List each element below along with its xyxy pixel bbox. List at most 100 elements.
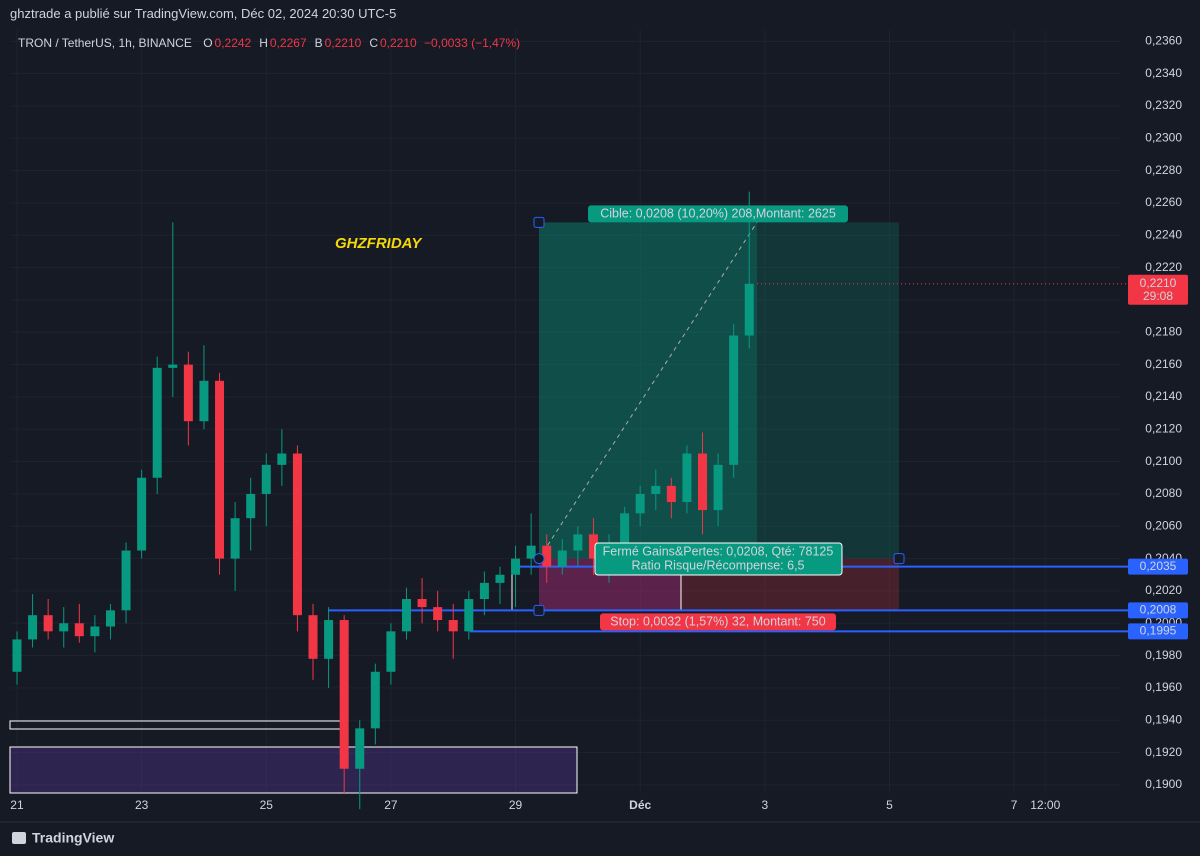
candle-body — [744, 283, 754, 336]
candle-body — [215, 380, 225, 559]
x-tick-label: 12:00 — [1030, 798, 1060, 812]
candle-body — [261, 464, 271, 494]
y-tick-label: 0,2280 — [1145, 163, 1182, 177]
ohlc-value: 0,2267 — [269, 36, 307, 50]
candle-body — [588, 534, 598, 559]
candle-body — [386, 631, 396, 672]
candle-body — [370, 671, 380, 729]
symbol: TRON / TetherUS, 1h, BINANCE — [18, 36, 192, 50]
countdown: 29:08 — [1143, 289, 1173, 303]
candle-body — [698, 453, 708, 511]
candle-body — [105, 610, 115, 627]
candle-body — [401, 599, 411, 632]
candle-body — [620, 513, 630, 543]
annotation: GHZFRIDAY — [335, 235, 423, 252]
y-tick-label: 0,2180 — [1145, 324, 1182, 338]
candle-body — [74, 623, 84, 637]
stop-label: Stop: 0,0032 (1,57%) 32, Montant: 750 — [610, 615, 825, 629]
ratio-label: Ratio Risque/Récompense: 6,5 — [631, 558, 804, 572]
ohlc-value: 0,2210 — [324, 36, 362, 50]
candle-body — [43, 615, 53, 632]
y-tick-label: 0,2260 — [1145, 195, 1182, 209]
candle-body — [152, 367, 162, 478]
candle-body — [183, 364, 193, 422]
grid — [10, 30, 1120, 793]
candle-body — [199, 380, 209, 422]
candle-body — [292, 453, 302, 616]
change: −0,0033 (−1,47%) — [424, 36, 521, 50]
price-label-box — [1128, 623, 1188, 640]
price-label: 0,2008 — [1140, 603, 1177, 617]
price-label: 0,2035 — [1140, 559, 1177, 573]
y-tick-label: 0,2100 — [1145, 454, 1182, 468]
y-tick-label: 0,2140 — [1145, 389, 1182, 403]
pnl-label: Fermé Gains&Pertes: 0,0208, Qté: 78125 — [603, 544, 834, 558]
target-label: Cible: 0,0208 (10,20%) 208,Montant: 2625 — [600, 207, 836, 221]
x-tick-label: 21 — [10, 798, 24, 812]
ohlc: O 0,2242 H 0,2267 B 0,2210 C 0,2210 — [197, 36, 419, 50]
candle-body — [713, 464, 723, 511]
candle-body — [277, 453, 287, 465]
x-tick-label: 27 — [384, 798, 398, 812]
logo — [12, 832, 26, 844]
stop-label-box — [600, 613, 836, 631]
candle-body — [121, 550, 131, 611]
x-tick-label: 25 — [260, 798, 274, 812]
x-tick-label: 5 — [886, 798, 893, 812]
candle-body — [557, 550, 567, 567]
candle-body — [526, 545, 536, 559]
x-tick-label: 23 — [135, 798, 149, 812]
price-label: 0,1995 — [1140, 624, 1177, 638]
entry-handle — [533, 553, 545, 565]
candle-body — [479, 582, 489, 600]
y-tick-label: 0,2300 — [1145, 130, 1182, 144]
y-tick-label: 0,2340 — [1145, 66, 1182, 80]
candle-body — [12, 639, 22, 672]
ohlc-key: C — [369, 36, 378, 50]
y-tick-label: 0,1940 — [1145, 712, 1182, 726]
y-tick-label: 0,1920 — [1145, 745, 1182, 759]
ohlc-key: H — [259, 36, 268, 50]
target-label-box — [588, 205, 848, 223]
candle-body — [28, 615, 38, 640]
candle-body — [246, 493, 256, 519]
price-label-box — [1128, 558, 1188, 575]
logo-text: TradingView — [32, 830, 114, 846]
handle — [533, 604, 545, 616]
candle-body — [433, 607, 443, 621]
y-tick-label: 0,2220 — [1145, 260, 1182, 274]
handle — [533, 216, 545, 228]
candle-body — [168, 364, 178, 368]
price-label-box — [1128, 602, 1188, 619]
x-tick-label: 7 — [1011, 798, 1018, 812]
candle-body — [511, 558, 521, 575]
y-tick-label: 0,2360 — [1145, 33, 1182, 47]
y-tick-label: 0,2120 — [1145, 421, 1182, 435]
y-tick-label: 0,2020 — [1145, 583, 1182, 597]
y-tick-label: 0,2320 — [1145, 98, 1182, 112]
candle-body — [59, 623, 69, 632]
candle-body — [729, 335, 739, 465]
last-price-label: 0,2210 — [1140, 276, 1177, 290]
last-price-box — [1128, 274, 1188, 305]
y-tick-label: 0,2160 — [1145, 357, 1182, 371]
x-tick-label: 29 — [509, 798, 523, 812]
y-tick-label: 0,2060 — [1145, 518, 1182, 532]
pnl-label-box — [594, 542, 843, 576]
candle-body — [651, 485, 661, 494]
handle — [893, 553, 905, 565]
candle-body — [339, 620, 349, 769]
y-tick-label: 0,2080 — [1145, 486, 1182, 500]
ohlc-key: B — [314, 36, 323, 50]
zone — [9, 746, 578, 794]
ohlc-key: O — [203, 36, 213, 50]
ohlc-value: 0,2242 — [214, 36, 252, 50]
y-tick-label: 0,2240 — [1145, 227, 1182, 241]
candle-body — [682, 453, 692, 503]
candle-body — [635, 493, 645, 514]
candle-body — [324, 620, 334, 659]
candle-body — [90, 626, 100, 637]
